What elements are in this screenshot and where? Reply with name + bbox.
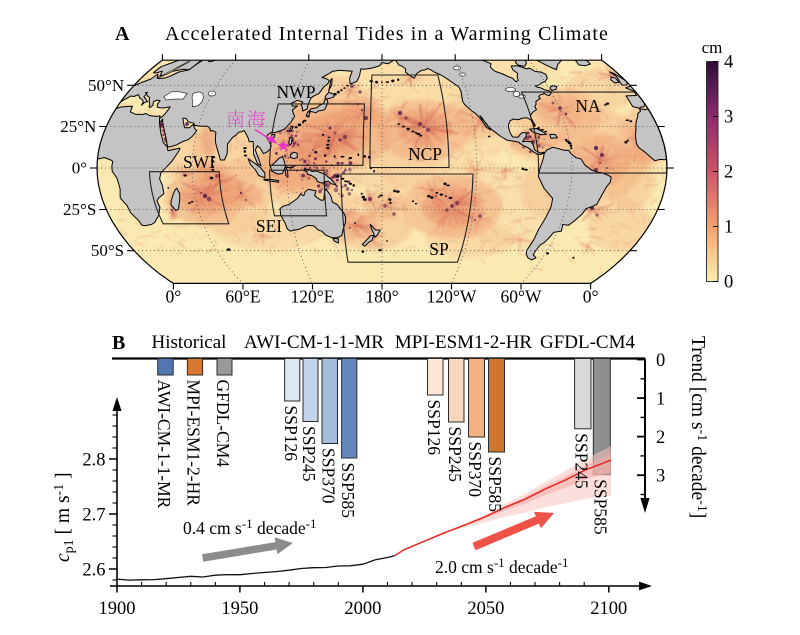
svg-text:Trend [cm s-1 decade-1]: Trend [cm s-1 decade-1] [687, 336, 709, 518]
svg-text:3: 3 [656, 467, 665, 487]
svg-text:SSP370: SSP370 [465, 442, 485, 498]
svg-text:50°N: 50°N [88, 76, 124, 95]
svg-text:SSP126: SSP126 [424, 400, 444, 456]
svg-text:B: B [112, 332, 125, 354]
svg-text:MPI-ESM1-2-HR: MPI-ESM1-2-HR [395, 332, 533, 353]
svg-text:Historical: Historical [152, 332, 227, 353]
svg-text:3: 3 [724, 108, 733, 128]
svg-text:2.0 cm s-1 decade-1: 2.0 cm s-1 decade-1 [435, 555, 568, 577]
svg-text:SSP585: SSP585 [485, 457, 505, 513]
svg-text:A: A [115, 23, 130, 45]
svg-text:2100: 2100 [590, 599, 627, 619]
svg-text:MPI-ESM1-2-HR: MPI-ESM1-2-HR [184, 380, 204, 507]
svg-text:2.8: 2.8 [82, 451, 105, 471]
svg-text:NCP: NCP [408, 144, 442, 164]
svg-text:SSP245: SSP245 [445, 427, 465, 483]
svg-text:0: 0 [724, 273, 733, 293]
svg-text:SWI: SWI [183, 152, 215, 172]
svg-text:0.4 cm s-1 decade-1: 0.4 cm s-1 decade-1 [183, 516, 316, 538]
svg-text:2.7: 2.7 [82, 506, 105, 526]
svg-text:SEI: SEI [256, 216, 282, 236]
svg-text:1950: 1950 [221, 599, 258, 619]
svg-text:2.6: 2.6 [82, 561, 105, 581]
svg-text:25°N: 25°N [60, 117, 96, 136]
svg-text:60°W: 60°W [500, 286, 541, 306]
svg-text:SSP370: SSP370 [318, 448, 338, 504]
svg-text:SSP585: SSP585 [338, 463, 358, 519]
svg-text:NA: NA [575, 96, 601, 116]
svg-text:0°: 0° [72, 159, 87, 178]
svg-text:cp1 [ m s-1 ]: cp1 [ m s-1 ] [52, 472, 77, 562]
svg-text:1: 1 [724, 218, 733, 238]
svg-text:60°E: 60°E [225, 286, 260, 306]
svg-text:SSP245: SSP245 [572, 433, 592, 489]
svg-text:NWP: NWP [277, 82, 316, 102]
svg-text:GFDL-CM4: GFDL-CM4 [213, 380, 233, 468]
svg-text:AWI-CM-1-1-MR: AWI-CM-1-1-MR [244, 332, 384, 353]
svg-text:50°S: 50°S [91, 241, 124, 260]
svg-text:1: 1 [656, 390, 665, 410]
svg-text:0°: 0° [166, 286, 182, 306]
svg-text:4: 4 [724, 53, 733, 73]
svg-text:120°W: 120°W [427, 286, 477, 306]
svg-text:2: 2 [656, 428, 665, 448]
svg-text:Accelerated Internal Tides in: Accelerated Internal Tides in a Warming … [165, 23, 609, 45]
svg-text:180°: 180° [365, 286, 398, 306]
svg-text:GFDL-CM4: GFDL-CM4 [540, 332, 636, 353]
svg-text:SP: SP [429, 239, 449, 259]
svg-text:SSP245: SSP245 [299, 426, 319, 482]
svg-text:SSP126: SSP126 [281, 406, 301, 462]
svg-text:AWI-CM-1-1-MR: AWI-CM-1-1-MR [154, 380, 174, 509]
svg-text:2: 2 [724, 163, 733, 183]
svg-text:1900: 1900 [99, 599, 136, 619]
svg-text:120°E: 120°E [291, 286, 335, 306]
svg-text:0: 0 [656, 351, 665, 371]
svg-text:SSP585: SSP585 [591, 479, 611, 535]
svg-text:25°S: 25°S [63, 200, 96, 219]
svg-text:cm: cm [702, 38, 723, 57]
svg-text:2000: 2000 [344, 599, 381, 619]
svg-text:2050: 2050 [467, 599, 504, 619]
svg-text:0°: 0° [583, 286, 599, 306]
